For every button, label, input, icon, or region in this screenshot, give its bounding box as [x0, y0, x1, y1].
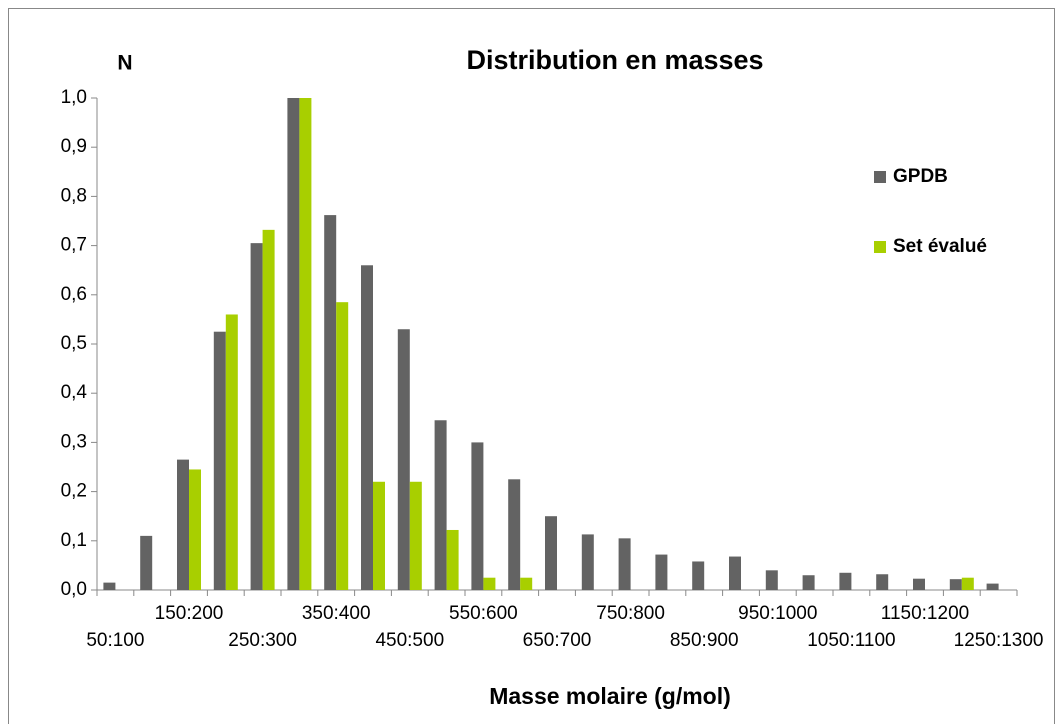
bar: [189, 469, 201, 590]
bar: [434, 420, 447, 590]
bar: [140, 535, 153, 590]
x-axis-title: Masse molaire (g/mol): [489, 683, 731, 709]
bar: [409, 481, 422, 590]
y-tick-label: 0,7: [61, 235, 87, 256]
bar: [839, 572, 852, 590]
x-tick-label: 1250:1300: [954, 630, 1044, 651]
bar: [373, 481, 385, 590]
y-tick-label: 0,6: [61, 284, 87, 305]
bar: [618, 538, 631, 590]
y-tick-label: 0,5: [61, 333, 87, 354]
bar: [397, 329, 410, 590]
bar: [177, 459, 189, 590]
bar: [471, 442, 484, 590]
x-tick-label: 150:200: [155, 603, 224, 624]
bar: [287, 98, 300, 590]
x-tick-label: 650:700: [523, 630, 592, 651]
bar: [655, 554, 668, 590]
bar: [299, 98, 312, 590]
x-tick-label: 850:900: [670, 630, 739, 651]
x-tick-label: 1150:1200: [881, 603, 969, 624]
chart-border: [8, 8, 1055, 724]
y-tick-label: 0,1: [61, 530, 87, 551]
bar: [250, 243, 263, 590]
bar: [508, 479, 521, 590]
bar: [949, 579, 962, 590]
bar: [545, 516, 557, 590]
y-tick-label: 0,3: [61, 431, 87, 452]
bar: [876, 574, 889, 590]
bar: [692, 561, 705, 590]
x-tick-label: 50:100: [86, 630, 144, 651]
bar: [103, 582, 116, 590]
legend-label: Set évalué: [893, 236, 987, 257]
y-tick-label: 0,9: [61, 136, 87, 157]
x-tick-label: 450:500: [375, 630, 444, 651]
bar: [361, 265, 373, 590]
bar: [729, 556, 741, 590]
chart-title: Distribution en masses: [466, 45, 763, 75]
x-tick-label: 550:600: [449, 603, 518, 624]
y-tick-label: 0,2: [61, 481, 87, 502]
x-tick-label: 1050:1100: [807, 630, 895, 651]
bar: [961, 577, 974, 590]
bar: [336, 302, 349, 590]
bar: [986, 583, 999, 590]
bar: [913, 578, 925, 590]
x-tick-label: 250:300: [228, 630, 297, 651]
y-tick-label: 0,4: [61, 382, 88, 403]
bar: [324, 215, 337, 590]
x-tick-label: 950:1000: [738, 603, 817, 624]
bar: [581, 534, 594, 590]
y-tick-label: 0,0: [61, 579, 87, 600]
y-axis-title: N: [117, 52, 132, 75]
y-tick-label: 1,0: [61, 87, 87, 108]
legend-swatch: [874, 171, 886, 183]
bar: [765, 570, 778, 590]
legend-swatch: [874, 241, 886, 253]
bar: [262, 229, 275, 590]
bar: [483, 577, 496, 590]
x-tick-label: 350:400: [302, 603, 371, 624]
bar: [802, 575, 815, 590]
bar: [213, 331, 226, 590]
x-tick-label: 750:800: [596, 603, 665, 624]
bar: [225, 314, 238, 590]
y-tick-label: 0,8: [61, 185, 87, 206]
bar: [520, 577, 533, 590]
legend-label: GPDB: [893, 166, 948, 187]
bar: [446, 529, 459, 590]
